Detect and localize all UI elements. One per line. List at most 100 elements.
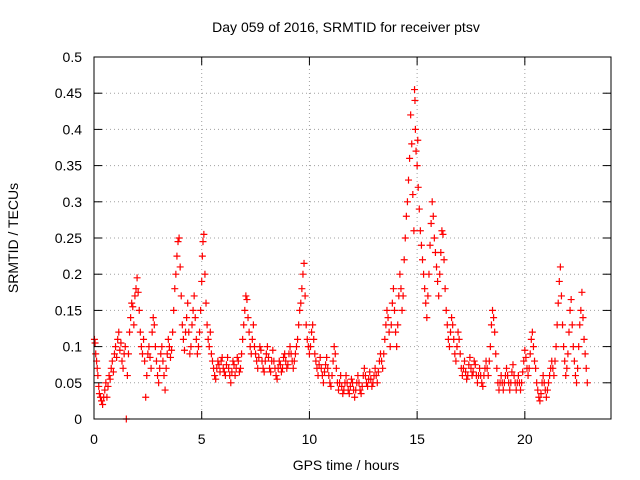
data-point-marker: [408, 140, 416, 148]
data-point-marker: [320, 368, 328, 376]
data-point-marker: [535, 393, 543, 401]
data-markers: [90, 86, 591, 423]
y-tick-label: 0.3: [63, 194, 83, 210]
data-point-marker: [525, 364, 533, 372]
data-point-marker: [527, 335, 535, 343]
data-point-marker: [478, 379, 486, 387]
data-point-marker: [117, 339, 125, 347]
data-point-marker: [506, 386, 514, 394]
data-point-marker: [485, 357, 493, 365]
data-point-marker: [415, 205, 423, 213]
data-point-marker: [522, 353, 530, 361]
data-point-marker: [521, 346, 529, 354]
data-point-marker: [176, 263, 184, 271]
data-point-marker: [264, 353, 272, 361]
data-point-marker: [115, 328, 123, 336]
data-point-marker: [146, 353, 154, 361]
data-point-marker: [296, 306, 304, 314]
data-point-marker: [315, 361, 323, 369]
data-point-marker: [292, 343, 300, 351]
data-point-marker: [426, 241, 434, 249]
data-point-marker: [310, 335, 318, 343]
data-point-marker: [238, 350, 246, 358]
y-tick-label: 0.5: [63, 49, 83, 65]
data-point-marker: [107, 364, 115, 372]
y-tick-label: 0.2: [63, 266, 83, 282]
data-point-marker: [326, 379, 334, 387]
plot-frame: [93, 56, 612, 420]
data-point-marker: [559, 321, 567, 329]
data-point-marker: [185, 328, 193, 336]
data-point-marker: [112, 343, 120, 351]
data-point-marker: [156, 364, 164, 372]
data-point-marker: [583, 379, 591, 387]
data-point-marker: [419, 256, 427, 264]
data-point-marker: [252, 350, 260, 358]
data-point-marker: [240, 321, 248, 329]
data-point-marker: [445, 343, 453, 351]
data-point-marker: [582, 364, 590, 372]
data-point-marker: [562, 372, 570, 380]
data-point-marker: [561, 357, 569, 365]
data-point-marker: [329, 357, 337, 365]
data-point-marker: [520, 357, 528, 365]
data-point-marker: [284, 361, 292, 369]
data-point-marker: [504, 372, 512, 380]
data-point-marker: [91, 339, 99, 347]
data-point-marker: [255, 353, 263, 361]
data-point-marker: [148, 328, 156, 336]
data-point-marker: [454, 328, 462, 336]
data-point-marker: [455, 335, 463, 343]
data-point-marker: [470, 357, 478, 365]
data-point-marker: [143, 372, 151, 380]
data-point-marker: [388, 299, 396, 307]
chart-title: Day 059 of 2016, SRMTID for receiver pts…: [212, 19, 480, 35]
data-point-marker: [317, 364, 325, 372]
tick-labels: 0 0.05 0.1 0.15 0.2 0.25 0.3 0.35 0.4 0.45 0.5 0 5 10…: [55, 49, 533, 447]
data-point-marker: [124, 350, 132, 358]
data-point-marker: [427, 220, 435, 228]
data-point-marker: [372, 372, 380, 380]
data-point-marker: [414, 136, 422, 144]
data-point-marker: [178, 321, 186, 329]
data-point-marker: [286, 343, 294, 351]
data-point-marker: [190, 292, 198, 300]
data-point-marker: [462, 368, 470, 376]
data-point-marker: [381, 335, 389, 343]
data-point-marker: [297, 299, 305, 307]
data-point-marker: [367, 375, 375, 383]
data-point-marker: [169, 328, 177, 336]
data-point-marker: [467, 364, 475, 372]
data-point-marker: [200, 230, 208, 238]
data-point-marker: [311, 350, 319, 358]
data-point-marker: [406, 154, 414, 162]
data-point-marker: [555, 277, 563, 285]
data-point-marker: [568, 321, 576, 329]
data-point-marker: [560, 343, 568, 351]
data-point-marker: [545, 379, 553, 387]
data-point-marker: [573, 379, 581, 387]
data-point-marker: [179, 335, 187, 343]
data-point-marker: [416, 227, 424, 235]
data-point-marker: [581, 350, 589, 358]
data-point-marker: [262, 350, 270, 358]
data-point-marker: [108, 357, 116, 365]
data-point-marker: [319, 379, 327, 387]
data-point-marker: [379, 364, 387, 372]
data-point-marker: [422, 299, 430, 307]
data-point-marker: [133, 274, 141, 282]
data-point-marker: [403, 198, 411, 206]
data-point-marker: [338, 382, 346, 390]
data-point-marker: [332, 364, 340, 372]
data-point-marker: [380, 350, 388, 358]
data-point-marker: [509, 361, 517, 369]
data-point-marker: [459, 364, 467, 372]
data-point-marker: [144, 350, 152, 358]
data-point-marker: [299, 270, 307, 278]
data-point-marker: [164, 335, 172, 343]
data-point-marker: [397, 285, 405, 293]
data-point-marker: [93, 364, 101, 372]
data-point-marker: [486, 343, 494, 351]
data-point-marker: [102, 379, 110, 387]
data-point-marker: [411, 96, 419, 104]
